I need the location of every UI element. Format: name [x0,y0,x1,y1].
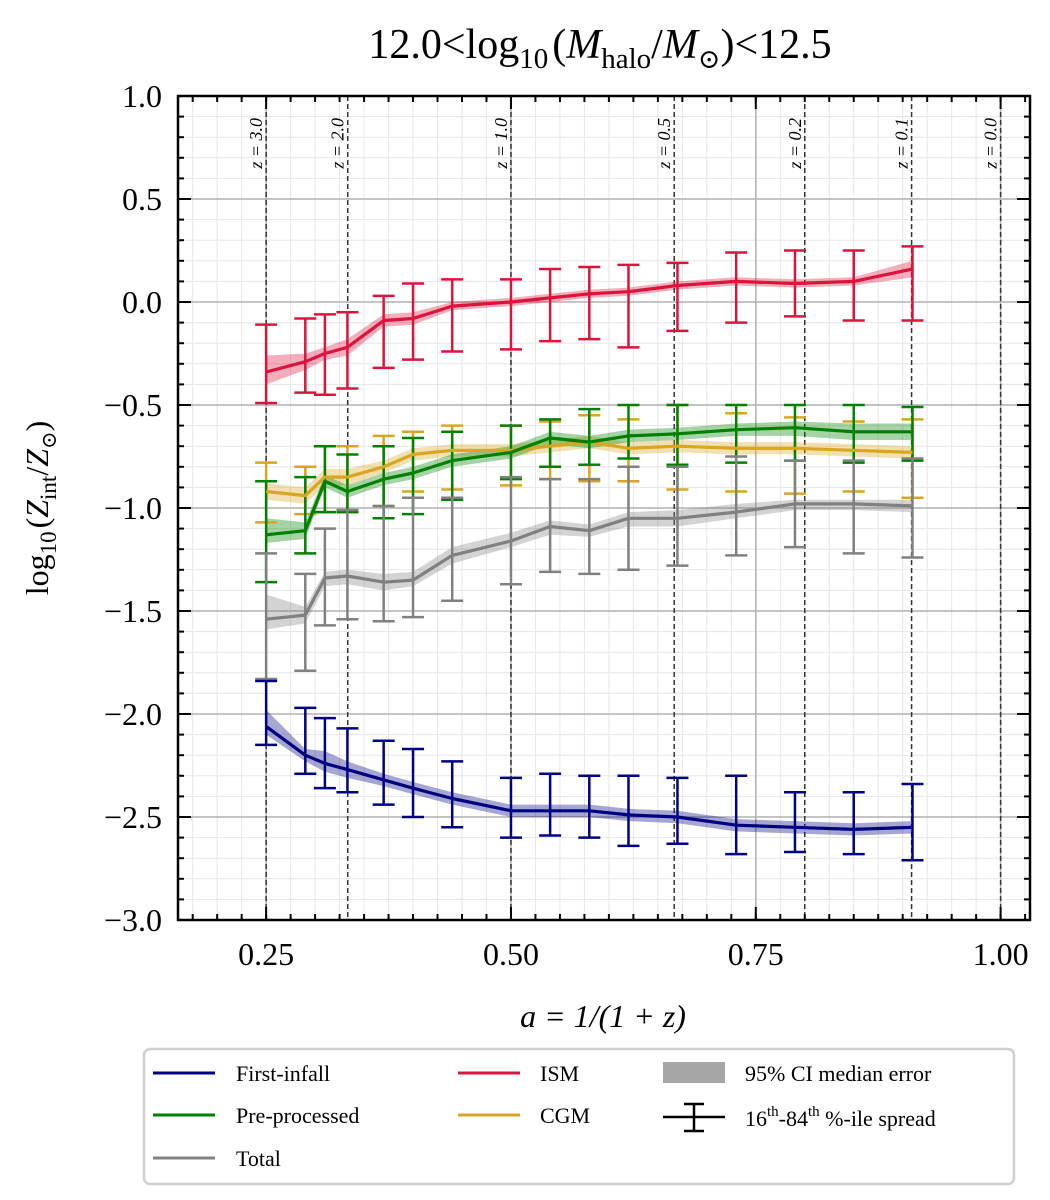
y-axis-label: log10(Zint/Z⊙) [19,421,61,596]
errorbar-first-infall [336,727,359,794]
errorbar-first-infall [372,739,395,806]
y-tick-label: −2.0 [104,696,162,732]
legend-frame [142,1047,1016,1186]
x-tick-label: 1.00 [973,936,1029,972]
errorbar-ism [441,278,464,353]
y-tick-label: 1.0 [122,78,162,114]
y-tick-label: −1.0 [104,490,162,526]
errorbar-ism [725,251,748,324]
median-line-cgm [265,440,913,498]
errorbar-first-infall [441,760,464,829]
errorbar-total [336,508,359,621]
errorbar-first-infall [901,782,924,862]
errorbar-ism [842,249,865,322]
errorbar-first-infall [499,776,522,839]
errorbar-ism [499,278,522,351]
errorbar-total [441,496,464,602]
median-lines [265,267,913,832]
legend-label-errorbar: 16th-84th %-ile spread [745,1104,936,1131]
errorbar-ism [294,317,317,394]
errorbar-total [255,552,278,681]
errorbar-pre-processed [578,407,601,466]
errorbar-ism [255,323,278,405]
errorbar-first-infall [402,747,425,819]
legend: First-infall Pre-processed Total ISM CGM… [142,1047,1016,1186]
errorbar-total [842,459,865,555]
errorbar-ism [402,282,425,361]
errorbar-pre-processed [294,475,317,555]
errorbar-total [499,475,522,586]
legend-label-first-infall: First-infall [236,1061,330,1086]
errorbar-first-infall [313,716,336,790]
errorbar-first-infall [294,706,317,775]
errorbar-first-infall [725,774,748,856]
legend-label-cgm: CGM [540,1103,590,1128]
errorbar-first-infall [255,679,278,747]
errorbar-first-infall [578,774,601,839]
errorbar-total [294,572,317,672]
legend-swatch-errorbar [663,1102,725,1133]
x-tick-label: 0.75 [728,936,784,972]
errorbar-first-infall [842,791,865,856]
chart-title: 12.0<log10(Mhalo/M⊙)<12.5 [368,22,831,75]
errorbar-total [372,504,395,623]
redshift-label: z = 1.0 [491,118,511,170]
errorbar-first-infall [617,774,640,848]
ci-band-ism [266,260,913,385]
x-tick-label: 0.25 [238,936,294,972]
errorbar-total [578,477,601,576]
redshift-label: z = 0.1 [892,118,912,170]
y-tick-label: −0.5 [104,387,162,423]
y-tick-label: −3.0 [104,902,162,938]
legend-label-ism: ISM [540,1061,579,1086]
redshift-label: z = 0.2 [785,118,805,170]
y-tick-label: 0.5 [122,181,162,217]
x-tick-label: 0.50 [483,936,539,972]
errorbar-ism [539,267,562,343]
errorbar-total [901,457,924,559]
y-tick-label: −1.5 [104,593,162,629]
legend-label-ci-band: 95% CI median error [745,1061,932,1086]
y-tick-label: 0.0 [122,284,162,320]
x-axis-label: a = 1/(1 + z) [520,998,686,1034]
legend-label-pre-processed: Pre-processed [236,1103,359,1128]
errorbar-total [402,496,425,619]
errorbar-ism [666,261,689,333]
legend-label-total: Total [236,1146,281,1171]
errorbar-ism [372,294,395,370]
median-line-ism [265,267,913,374]
median-line-pre-processed [265,426,913,537]
errorbar-total [666,465,689,567]
errorbar-first-infall [783,791,806,854]
errorbar-first-infall [539,772,562,837]
redshift-label: z = 0.5 [654,118,674,170]
percentile-errorbars [255,245,924,862]
median-line-total [265,502,913,621]
errorbar-total [725,455,748,557]
redshift-label: z = 2.0 [328,118,348,170]
errorbar-ism [617,263,640,349]
redshift-label: z = 3.0 [246,118,266,170]
errorbar-ism [336,311,359,390]
errorbar-first-infall [666,776,689,846]
legend-swatch-ci-band [663,1062,725,1083]
errorbar-ism [901,245,924,322]
plot-frame [176,94,1032,922]
redshift-label: z = 0.0 [981,118,1001,170]
errorbar-pre-processed [539,418,562,469]
errorbar-ism [578,265,601,341]
median-line-first-infall [265,725,913,832]
y-tick-label: −2.5 [104,799,162,835]
